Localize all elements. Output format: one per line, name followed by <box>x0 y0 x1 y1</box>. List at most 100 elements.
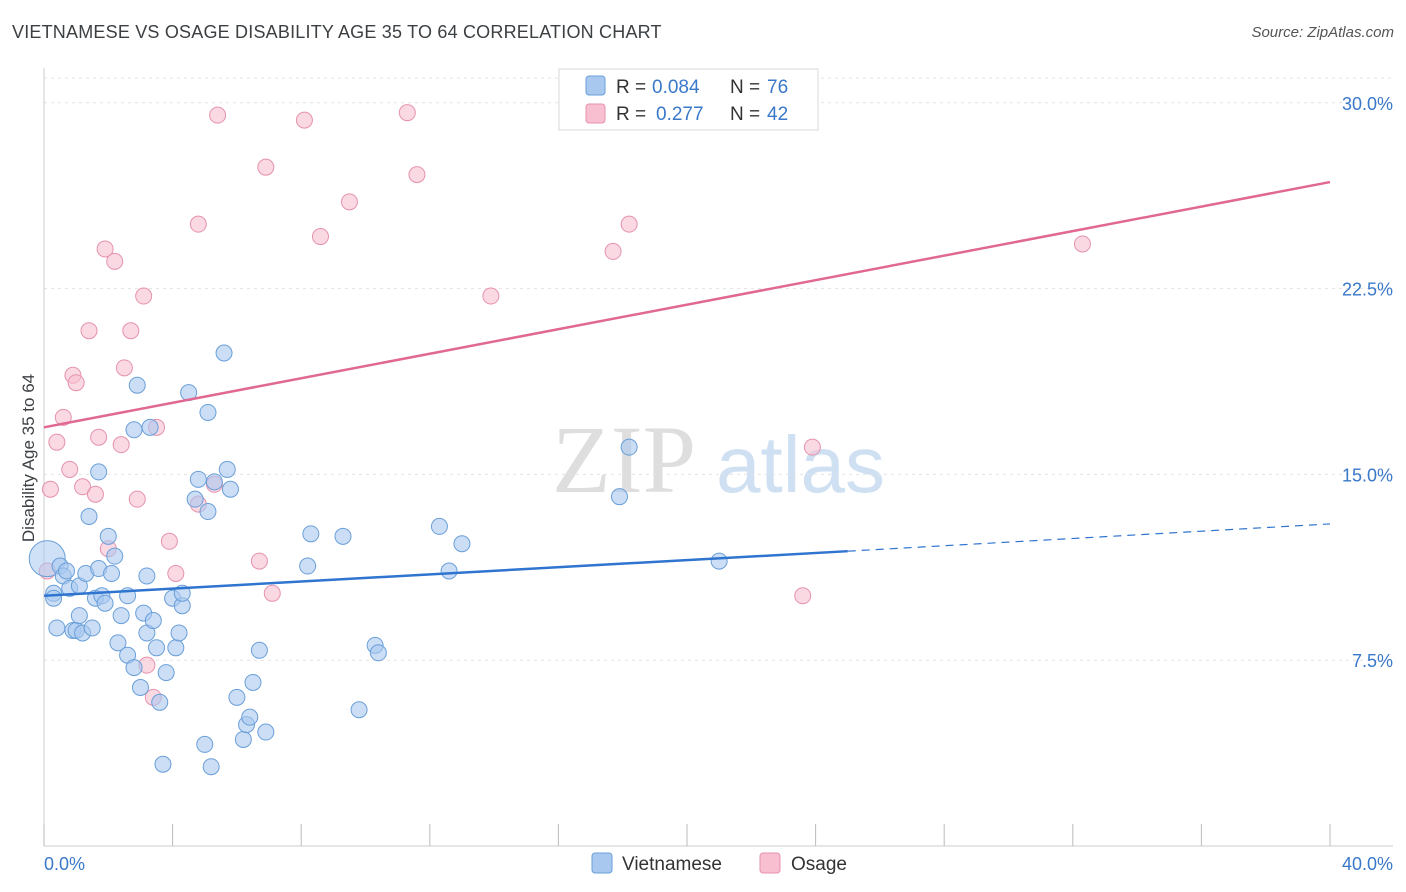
legend-swatch-osage <box>586 104 605 123</box>
osage-point <box>168 565 184 581</box>
vietnamese-point <box>155 756 171 772</box>
osage-point <box>804 439 820 455</box>
vietnamese-point <box>621 439 637 455</box>
osage-point <box>113 437 129 453</box>
osage-point <box>116 360 132 376</box>
vietnamese-point <box>335 528 351 544</box>
vietnamese-point <box>100 528 116 544</box>
vietnamese-point <box>187 491 203 507</box>
x-tick-label-max: 40.0% <box>1342 854 1393 874</box>
vietnamese-point <box>126 422 142 438</box>
vietnamese-point <box>158 665 174 681</box>
vietnamese-point <box>113 608 129 624</box>
osage-point <box>312 229 328 245</box>
vietnamese-point <box>219 461 235 477</box>
osage-point <box>129 491 145 507</box>
series-label-osage: Osage <box>791 854 847 875</box>
vietnamese-point <box>351 702 367 718</box>
osage-point <box>87 486 103 502</box>
osage-point <box>81 323 97 339</box>
osage-point <box>190 216 206 232</box>
osage-point <box>296 112 312 128</box>
vietnamese-point <box>235 731 251 747</box>
vietnamese-point <box>200 504 216 520</box>
x-tick-label-min: 0.0% <box>44 854 85 874</box>
y-tick-label: 30.0% <box>1342 94 1393 114</box>
vietnamese-point <box>441 563 457 579</box>
series-swatch-osage <box>760 853 780 873</box>
vietnamese-point <box>149 640 165 656</box>
vietnamese-point <box>251 642 267 658</box>
osage-point <box>251 553 267 569</box>
grid <box>44 78 1393 660</box>
watermark-atlas: atlas <box>716 420 885 509</box>
osage-point <box>136 288 152 304</box>
stats-legend: R = 0.084 N = 76 R = 0.277 N = 42 <box>559 69 818 130</box>
vietnamese-point <box>139 568 155 584</box>
osage-point <box>258 159 274 175</box>
series-label-vietnamese: Vietnamese <box>622 854 722 875</box>
legend-n-label: N = <box>730 104 760 125</box>
vietnamese-point <box>129 377 145 393</box>
vietnamese-point <box>258 724 274 740</box>
vietnamese-point <box>711 553 727 569</box>
y-tick-label: 15.0% <box>1342 465 1393 485</box>
legend-r-value: 0.277 <box>656 104 704 125</box>
vietnamese-point <box>107 548 123 564</box>
scatter-chart: ZIP atlas 7.5%15.0%22.5%30.0% Disability… <box>0 0 1406 892</box>
vietnamese-point <box>168 640 184 656</box>
osage-point <box>161 533 177 549</box>
legend-n-value: 42 <box>767 104 788 125</box>
vietnamese-point <box>300 558 316 574</box>
vietnamese-point <box>49 620 65 636</box>
series-swatch-vietnamese <box>592 853 612 873</box>
osage-point <box>91 429 107 445</box>
vietnamese-point <box>431 518 447 534</box>
vietnamese-point <box>171 625 187 641</box>
vietnamese-point <box>206 474 222 490</box>
osage-point <box>605 243 621 259</box>
vietnamese-point <box>203 759 219 775</box>
osage-point <box>795 588 811 604</box>
vietnamese-point <box>303 526 319 542</box>
osage-point <box>621 216 637 232</box>
vietnamese-point <box>91 464 107 480</box>
vietnamese-point <box>242 709 258 725</box>
vietnamese-point <box>97 595 113 611</box>
vietnamese-point <box>229 689 245 705</box>
vietnamese-point <box>81 509 97 525</box>
vietnamese-point <box>104 565 120 581</box>
osage-trend-line <box>44 182 1330 427</box>
osage-point <box>107 253 123 269</box>
vietnamese-point <box>145 613 161 629</box>
vietnamese-point <box>245 674 261 690</box>
y-tick-label: 22.5% <box>1342 280 1393 300</box>
vietnamese-point <box>611 489 627 505</box>
vietnamese-point <box>46 590 62 606</box>
osage-point <box>42 481 58 497</box>
vietnamese-point <box>84 620 100 636</box>
osage-point <box>341 194 357 210</box>
vietnamese-point <box>71 608 87 624</box>
osage-point <box>264 585 280 601</box>
vietnamese-point <box>152 694 168 710</box>
series-legend: Vietnamese Osage <box>592 853 847 875</box>
legend-n-value: 76 <box>767 77 788 98</box>
vietnamese-trend-extension <box>848 524 1330 551</box>
osage-point <box>68 375 84 391</box>
osage-point <box>123 323 139 339</box>
vietnamese-point <box>197 736 213 752</box>
osage-point <box>399 105 415 121</box>
trend-lines <box>44 182 1330 596</box>
osage-point <box>49 434 65 450</box>
vietnamese-trend-line <box>44 551 848 596</box>
osage-point <box>483 288 499 304</box>
vietnamese-point <box>200 404 216 420</box>
osage-point <box>409 167 425 183</box>
y-axis-label: Disability Age 35 to 64 <box>19 374 38 542</box>
vietnamese-point <box>216 345 232 361</box>
vietnamese-point <box>454 536 470 552</box>
vietnamese-point <box>142 419 158 435</box>
legend-r-value: 0.084 <box>652 77 700 98</box>
vietnamese-point <box>190 471 206 487</box>
